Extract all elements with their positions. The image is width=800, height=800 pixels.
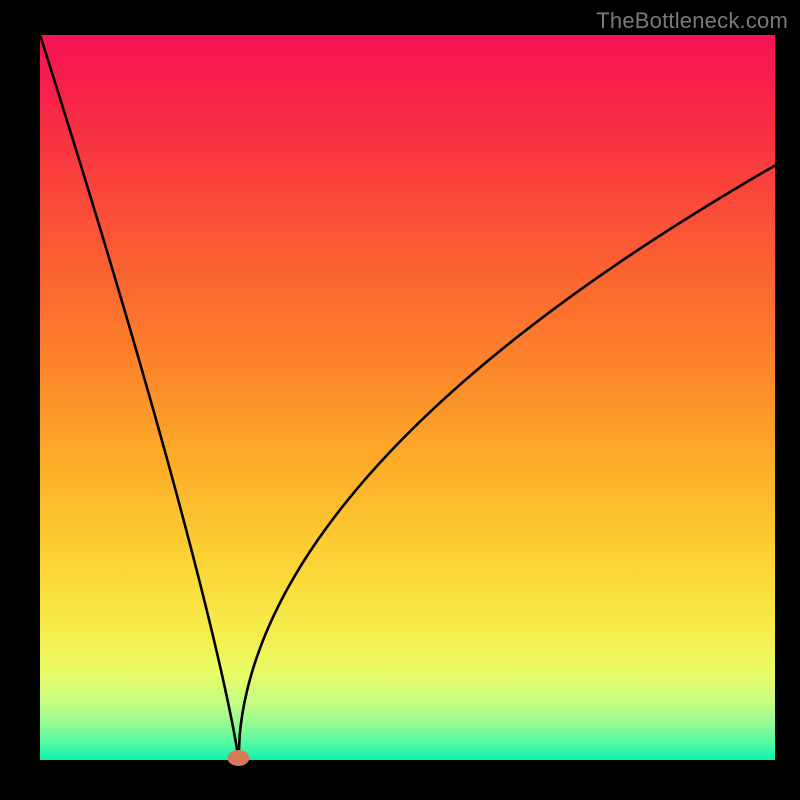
minimum-marker [227,750,249,766]
chart-container: TheBottleneck.com [0,0,800,800]
watermark-text: TheBottleneck.com [596,8,788,34]
bottleneck-chart [0,0,800,800]
